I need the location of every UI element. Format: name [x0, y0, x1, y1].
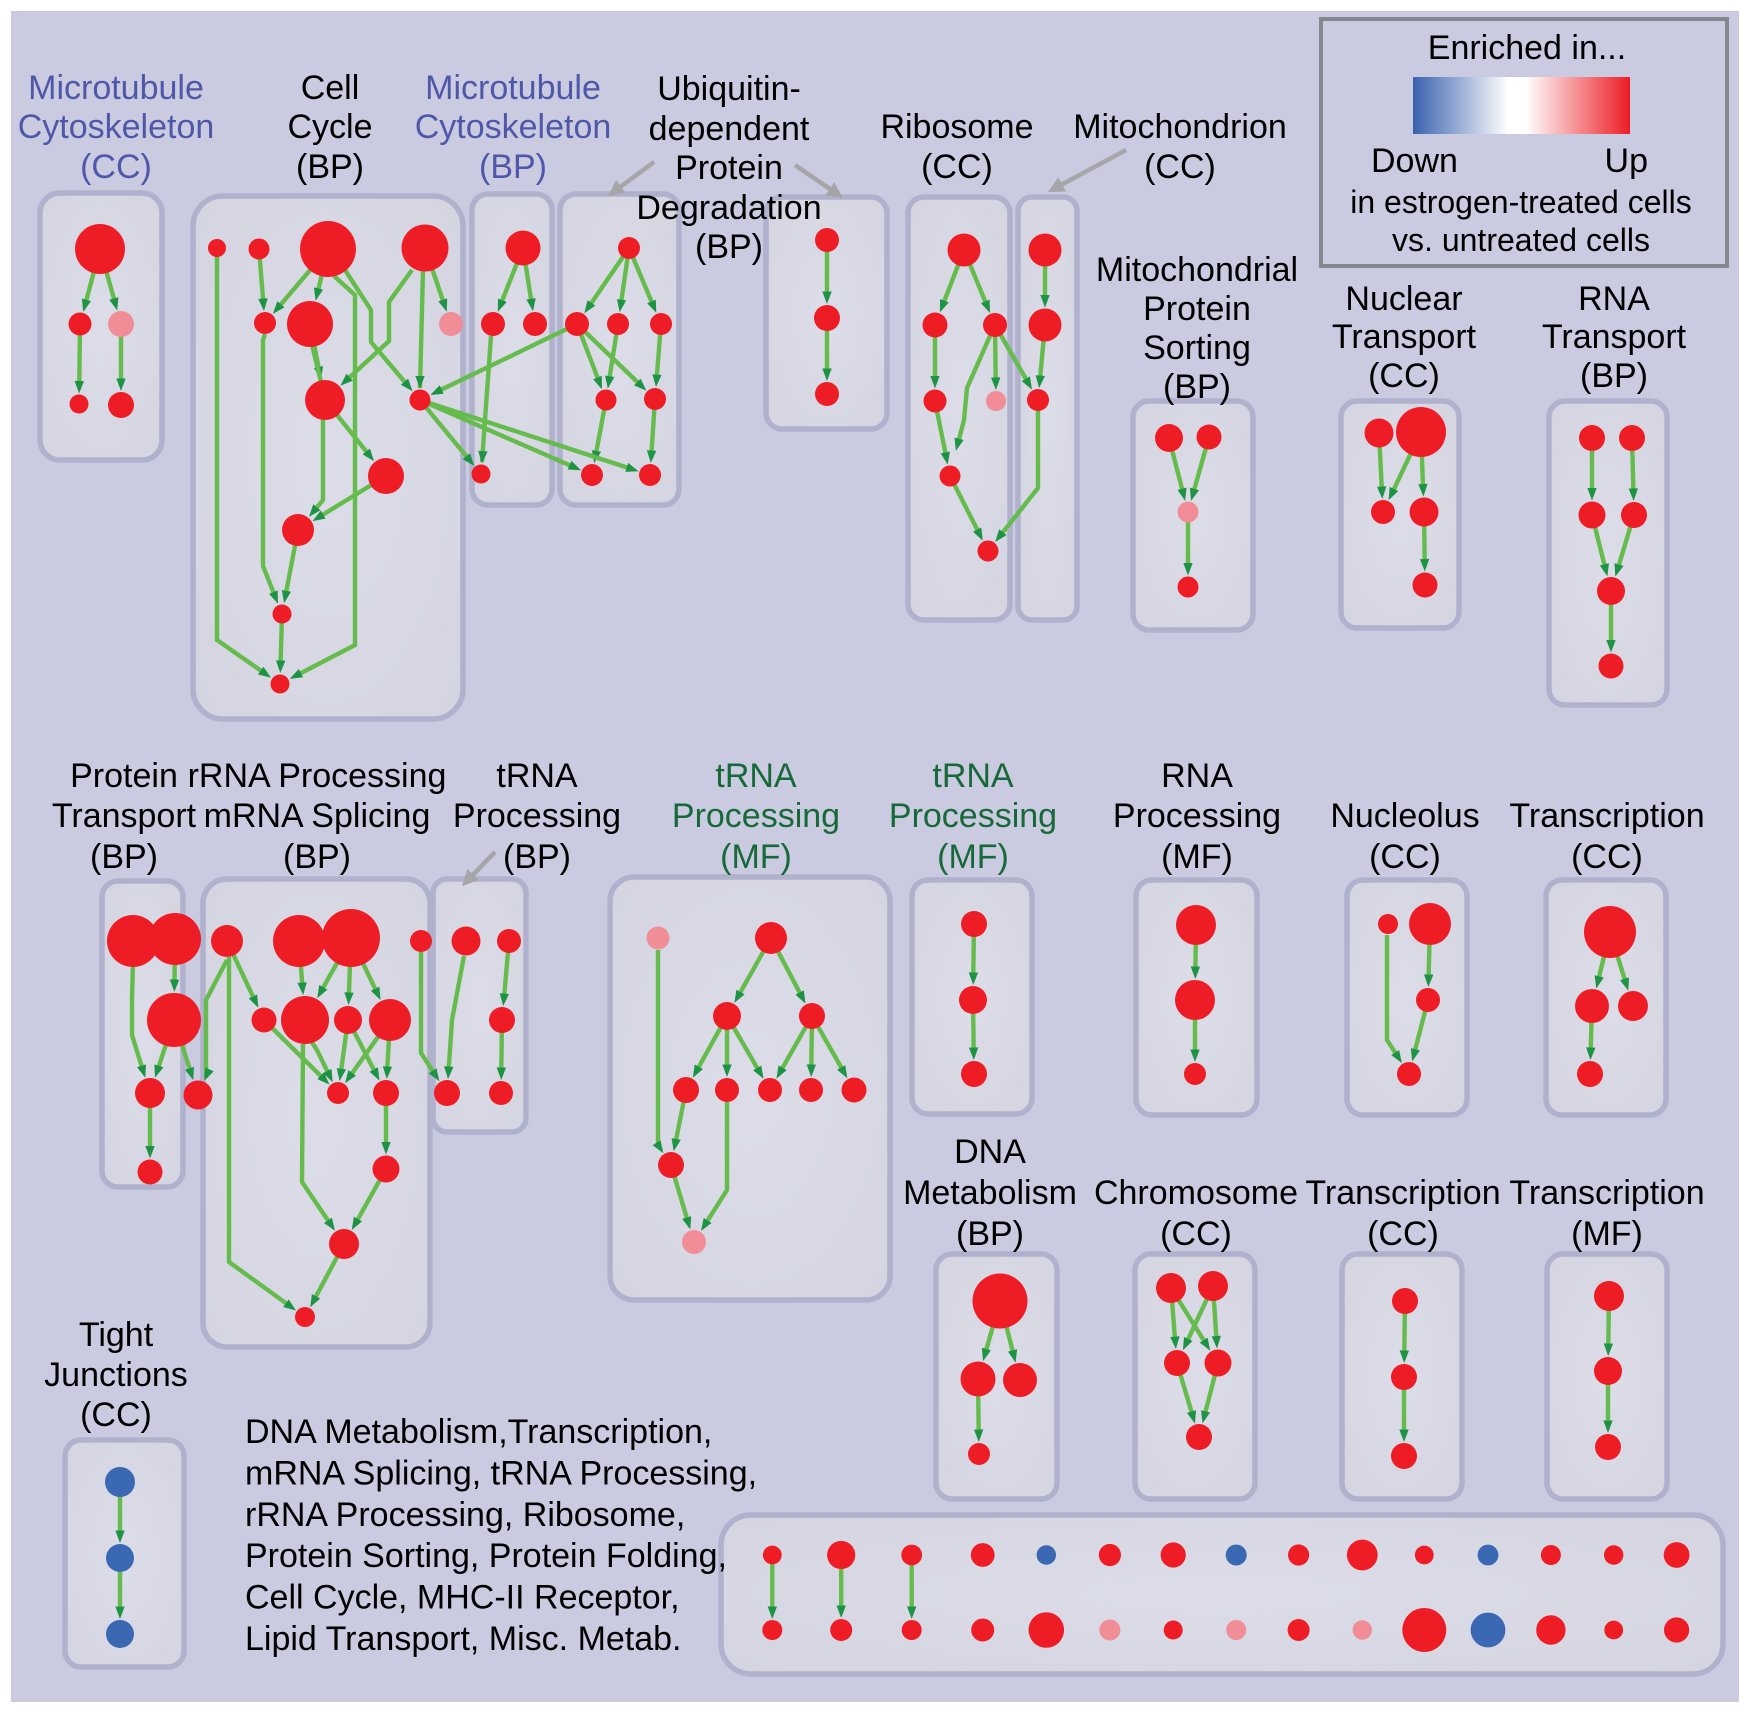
svg-text:mRNA Splicing: mRNA Splicing — [204, 797, 431, 835]
svg-text:(CC): (CC) — [1369, 838, 1441, 876]
svg-text:Down: Down — [1371, 142, 1458, 180]
svg-text:(BP): (BP) — [695, 228, 763, 266]
svg-text:Sorting: Sorting — [1143, 329, 1251, 367]
svg-text:(CC): (CC) — [1368, 357, 1440, 395]
svg-text:Up: Up — [1605, 142, 1648, 180]
svg-text:Cytoskeleton: Cytoskeleton — [415, 108, 612, 146]
svg-text:(BP): (BP) — [956, 1215, 1024, 1253]
svg-text:Transcription: Transcription — [1305, 1174, 1500, 1212]
svg-text:DNA Metabolism,Transcription,: DNA Metabolism,Transcription, — [245, 1413, 712, 1451]
svg-text:Protein Sorting, Protein Foldi: Protein Sorting, Protein Folding, — [245, 1537, 727, 1575]
svg-text:mRNA Splicing, tRNA Processing: mRNA Splicing, tRNA Processing, — [245, 1454, 757, 1492]
svg-text:Protein: Protein — [675, 149, 783, 187]
svg-text:(CC): (CC) — [1571, 838, 1643, 876]
svg-text:Cell Cycle, MHC-II Receptor,: Cell Cycle, MHC-II Receptor, — [245, 1579, 680, 1617]
svg-text:Transcription: Transcription — [1509, 1174, 1704, 1212]
svg-text:(BP): (BP) — [479, 148, 547, 186]
svg-text:Protein: Protein — [1143, 290, 1251, 328]
svg-text:vs. untreated cells: vs. untreated cells — [1392, 222, 1650, 258]
svg-text:Lipid Transport, Misc. Metab.: Lipid Transport, Misc. Metab. — [245, 1620, 682, 1658]
svg-text:(BP): (BP) — [296, 148, 364, 186]
svg-text:Transport: Transport — [1332, 318, 1477, 356]
svg-text:Processing: Processing — [1113, 797, 1281, 835]
svg-text:tRNA: tRNA — [715, 757, 797, 795]
svg-text:Processing: Processing — [889, 797, 1057, 835]
svg-text:dependent: dependent — [649, 110, 810, 148]
svg-text:RNA: RNA — [1578, 280, 1650, 318]
svg-text:(BP): (BP) — [1580, 357, 1648, 395]
svg-text:Mitochondrion: Mitochondrion — [1073, 108, 1287, 146]
svg-text:(BP): (BP) — [503, 838, 571, 876]
svg-text:Metabolism: Metabolism — [903, 1174, 1077, 1212]
svg-text:DNA: DNA — [954, 1133, 1026, 1171]
svg-text:(CC): (CC) — [1367, 1215, 1439, 1253]
svg-text:(CC): (CC) — [921, 148, 993, 186]
svg-text:Protein: Protein — [70, 757, 178, 795]
svg-text:Cycle: Cycle — [287, 108, 372, 146]
svg-text:(MF): (MF) — [937, 838, 1009, 876]
svg-text:Tight: Tight — [79, 1316, 154, 1354]
svg-text:Cytoskeleton: Cytoskeleton — [18, 108, 215, 146]
svg-text:Degradation: Degradation — [636, 189, 821, 227]
svg-text:Mitochondrial: Mitochondrial — [1096, 251, 1298, 289]
svg-text:(CC): (CC) — [80, 1396, 152, 1434]
svg-text:Transcription: Transcription — [1509, 797, 1704, 835]
svg-text:(CC): (CC) — [1144, 148, 1216, 186]
svg-text:Ubiquitin-: Ubiquitin- — [657, 70, 801, 108]
svg-text:Microtubule: Microtubule — [425, 69, 601, 107]
svg-text:rRNA Processing: rRNA Processing — [188, 757, 447, 795]
svg-text:RNA: RNA — [1161, 757, 1233, 795]
svg-text:Cell: Cell — [301, 69, 360, 107]
svg-text:(MF): (MF) — [1161, 838, 1233, 876]
svg-text:tRNA: tRNA — [496, 757, 578, 795]
svg-text:(CC): (CC) — [80, 148, 152, 186]
svg-text:Microtubule: Microtubule — [28, 69, 204, 107]
svg-text:Processing: Processing — [453, 797, 621, 835]
svg-text:tRNA: tRNA — [932, 757, 1014, 795]
svg-text:Ribosome: Ribosome — [880, 108, 1033, 146]
svg-text:Nucleolus: Nucleolus — [1330, 797, 1479, 835]
svg-text:Nuclear: Nuclear — [1345, 280, 1462, 318]
svg-text:Junctions: Junctions — [44, 1356, 188, 1394]
svg-text:(MF): (MF) — [720, 838, 792, 876]
svg-text:(CC): (CC) — [1160, 1215, 1232, 1253]
svg-text:(MF): (MF) — [1571, 1215, 1643, 1253]
svg-text:(BP): (BP) — [90, 838, 158, 876]
svg-text:Transport: Transport — [1542, 318, 1687, 356]
svg-text:Processing: Processing — [672, 797, 840, 835]
svg-text:rRNA Processing, Ribosome,: rRNA Processing, Ribosome, — [245, 1496, 685, 1534]
svg-text:Chromosome: Chromosome — [1094, 1174, 1298, 1212]
svg-text:in estrogen-treated cells: in estrogen-treated cells — [1350, 184, 1692, 220]
svg-text:Enriched in...: Enriched in... — [1428, 29, 1626, 67]
svg-text:(BP): (BP) — [1163, 368, 1231, 406]
svg-text:(BP): (BP) — [283, 838, 351, 876]
svg-text:Transport: Transport — [52, 797, 197, 835]
